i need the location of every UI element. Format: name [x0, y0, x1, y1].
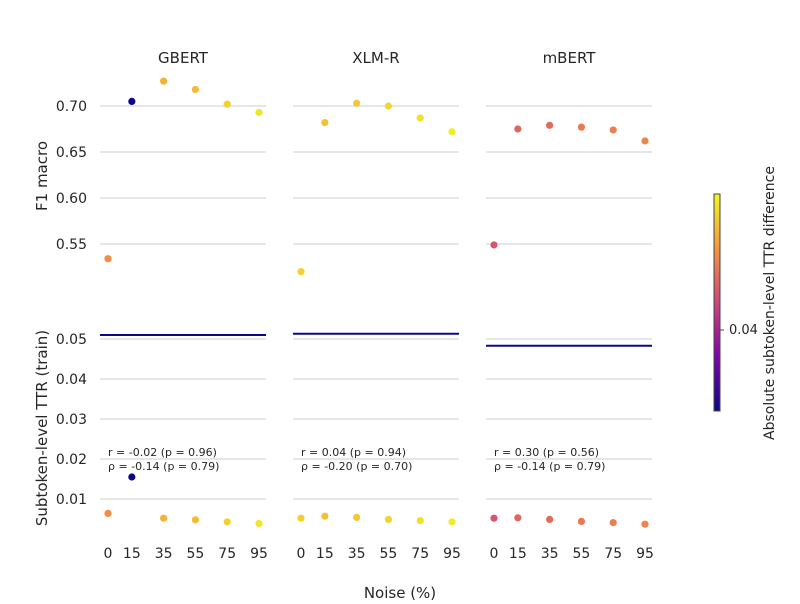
- bottom-y-tick-label: 0.02: [56, 452, 87, 468]
- f1-point: [104, 255, 112, 263]
- top-y-tick-label: 0.70: [56, 99, 87, 115]
- x-tick-label: 55: [380, 546, 398, 562]
- ttr-point: [104, 509, 112, 517]
- correlation-annotation: r = 0.04 (p = 0.94): [301, 446, 406, 459]
- x-tick-label: 35: [155, 546, 173, 562]
- colorbar-tick-label: 0.04: [729, 323, 758, 338]
- panel-title-xlm-r: XLM-R: [352, 49, 399, 67]
- correlation-annotation: ρ = -0.20 (p = 0.70): [301, 460, 412, 473]
- ttr-point: [255, 519, 263, 528]
- ttr-point: [609, 519, 617, 527]
- ttr-point: [223, 518, 231, 526]
- x-tick-label: 35: [541, 546, 559, 562]
- colorbar: [713, 193, 721, 412]
- bottom-y-tick-label: 0.05: [56, 332, 87, 348]
- f1-point: [609, 126, 617, 134]
- bottom-y-tick-label: 0.03: [56, 412, 87, 428]
- f1-point: [514, 125, 522, 133]
- x-tick-label: 95: [443, 546, 461, 562]
- x-tick-label: 95: [250, 546, 268, 562]
- f1-point: [490, 241, 498, 249]
- ttr-point: [321, 512, 329, 520]
- ttr-point: [353, 513, 361, 522]
- correlation-annotation: ρ = -0.14 (p = 0.79): [494, 460, 605, 473]
- correlation-annotation: ρ = -0.14 (p = 0.79): [108, 460, 219, 473]
- x-tick-label: 0: [104, 546, 113, 562]
- f1-point: [191, 85, 200, 94]
- x-tick-label: 95: [636, 546, 654, 562]
- top-y-tick-label: 0.65: [56, 145, 87, 161]
- ttr-point: [416, 517, 424, 525]
- f1-point: [577, 123, 586, 131]
- ttr-point: [577, 517, 586, 526]
- colorbar-label: Absolute subtoken-level TTR difference: [762, 166, 778, 440]
- x-tick-label: 75: [218, 546, 236, 562]
- panel-title-gbert: GBERT: [158, 49, 209, 67]
- f1-point: [160, 77, 168, 85]
- top-y-axis-label: F1 macro: [33, 141, 51, 211]
- correlation-annotation: r = 0.30 (p = 0.56): [494, 446, 599, 459]
- x-tick-label: 15: [509, 546, 527, 562]
- f1-point: [641, 137, 649, 145]
- bottom-y-axis-label: Subtoken-level TTR (train): [33, 330, 51, 526]
- bottom-y-tick-label: 0.04: [56, 372, 87, 388]
- ttr-point: [490, 514, 498, 522]
- x-tick-label: 0: [490, 546, 499, 562]
- x-tick-label: 55: [187, 546, 205, 562]
- f1-point: [384, 102, 393, 110]
- panel-title-mbert: mBERT: [543, 49, 597, 67]
- f1-point: [448, 128, 456, 136]
- f1-point: [416, 114, 424, 122]
- ttr-point: [128, 473, 136, 481]
- ttr-point: [297, 514, 305, 522]
- x-tick-label: 75: [411, 546, 429, 562]
- x-tick-label: 15: [316, 546, 334, 562]
- f1-point: [546, 121, 554, 129]
- x-tick-label: 35: [348, 546, 366, 562]
- bottom-y-tick-label: 0.01: [56, 492, 87, 508]
- x-tick-label: 0: [297, 546, 306, 562]
- ttr-point: [546, 515, 554, 524]
- correlation-annotation: r = -0.02 (p = 0.96): [108, 446, 217, 459]
- top-y-tick-label: 0.55: [56, 237, 87, 253]
- x-tick-label: 55: [573, 546, 591, 562]
- f1-point: [353, 99, 361, 107]
- top-y-tick-label: 0.60: [56, 191, 87, 207]
- ttr-point: [160, 514, 168, 522]
- x-axis-label: Noise (%): [364, 584, 436, 600]
- ttr-point: [448, 518, 456, 526]
- f1-point: [128, 97, 136, 105]
- ttr-point: [514, 514, 522, 522]
- f1-point: [223, 100, 231, 108]
- f1-point: [255, 108, 263, 117]
- x-tick-label: 75: [604, 546, 622, 562]
- ttr-point: [641, 520, 649, 528]
- x-tick-label: 15: [123, 546, 141, 562]
- f1-point: [321, 118, 329, 127]
- ttr-point: [191, 516, 200, 524]
- f1-point: [297, 268, 305, 276]
- ttr-point: [384, 515, 393, 524]
